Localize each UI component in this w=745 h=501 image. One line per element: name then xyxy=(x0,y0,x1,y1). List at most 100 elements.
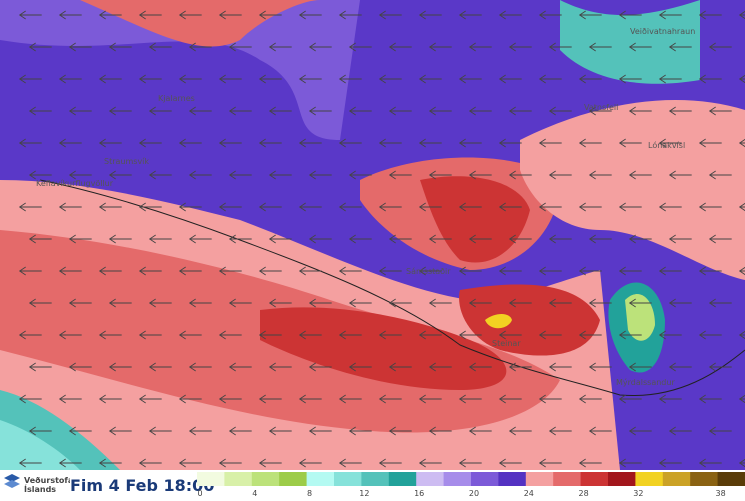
wind-arrow xyxy=(668,362,692,372)
wind-arrow xyxy=(178,394,202,404)
wind-arrow xyxy=(338,266,362,276)
wind-arrow xyxy=(498,458,522,468)
wind-area xyxy=(260,307,507,390)
wind-arrow xyxy=(588,106,612,116)
wind-arrow xyxy=(468,106,492,116)
wind-arrow xyxy=(188,234,212,244)
wind-arrow xyxy=(428,42,452,52)
wind-arrow xyxy=(18,202,42,212)
wind-arrow xyxy=(498,394,522,404)
wind-arrow xyxy=(218,10,242,20)
wind-arrow xyxy=(378,330,402,340)
legend-tick-label: 0 xyxy=(197,489,202,498)
wind-arrow xyxy=(98,394,122,404)
wind-arrow xyxy=(708,170,732,180)
wind-arrow xyxy=(458,458,482,468)
legend-swatch xyxy=(553,472,582,486)
wind-arrow xyxy=(28,234,52,244)
wind-arrow xyxy=(68,106,92,116)
wind-arrow xyxy=(658,266,682,276)
place-label: Keflavíkurflugvöllur xyxy=(36,179,114,188)
wind-arrow xyxy=(58,330,82,340)
legend-tick-label: 24 xyxy=(524,489,534,498)
wind-arrow xyxy=(348,42,372,52)
wind-arrow xyxy=(18,458,42,468)
wind-arrow xyxy=(228,106,252,116)
logo-text: Veðurstofa xyxy=(24,476,70,485)
wind-arrow xyxy=(498,266,522,276)
wind-arrow xyxy=(298,202,322,212)
wind-arrow xyxy=(708,106,732,116)
wind-arrow xyxy=(538,138,562,148)
wind-arrow xyxy=(348,170,372,180)
wind-arrow xyxy=(188,362,212,372)
wind-arrow xyxy=(98,330,122,340)
wind-arrow xyxy=(418,10,442,20)
wind-arrow xyxy=(98,202,122,212)
wind-arrow xyxy=(418,266,442,276)
wind-arrow xyxy=(738,202,745,212)
wind-arrow xyxy=(58,10,82,20)
wind-arrow xyxy=(388,362,412,372)
wind-arrow xyxy=(218,138,242,148)
wind-arrow xyxy=(698,10,722,20)
legend-swatch xyxy=(443,472,472,486)
wind-arrow xyxy=(548,426,572,436)
wind-arrow xyxy=(108,106,132,116)
wind-arrow xyxy=(458,202,482,212)
wind-arrow xyxy=(148,42,172,52)
wind-arrow xyxy=(588,298,612,308)
wind-arrow xyxy=(308,362,332,372)
wind-arrow xyxy=(148,170,172,180)
wind-arrow xyxy=(668,234,692,244)
legend-swatch xyxy=(224,472,253,486)
legend-swatch xyxy=(690,472,719,486)
wind-arrow xyxy=(338,330,362,340)
wind-arrow xyxy=(258,138,282,148)
wind-arrow xyxy=(228,426,252,436)
wind-arrow xyxy=(138,10,162,20)
wind-arrow xyxy=(588,234,612,244)
legend-swatch xyxy=(251,472,280,486)
wind-arrow xyxy=(578,74,602,84)
wind-arrow xyxy=(668,426,692,436)
wind-arrow xyxy=(588,170,612,180)
wind-arrow xyxy=(618,330,642,340)
wind-arrow xyxy=(338,74,362,84)
wind-arrow xyxy=(218,458,242,468)
wind-arrow xyxy=(508,426,532,436)
legend-tick-label: 28 xyxy=(579,489,589,498)
wind-arrow xyxy=(98,74,122,84)
wind-arrow xyxy=(148,426,172,436)
wind-arrow xyxy=(468,298,492,308)
wind-arrow xyxy=(258,458,282,468)
legend-swatch xyxy=(717,472,745,486)
wind-arrow xyxy=(258,202,282,212)
wind-arrow xyxy=(68,234,92,244)
wind-arrow xyxy=(628,298,652,308)
wind-arrow xyxy=(108,234,132,244)
legend-swatch xyxy=(361,472,390,486)
wind-arrow xyxy=(58,74,82,84)
wind-arrow xyxy=(548,170,572,180)
wind-arrow xyxy=(188,42,212,52)
wind-arrow xyxy=(218,330,242,340)
wind-arrow xyxy=(698,202,722,212)
wind-arrow xyxy=(258,394,282,404)
wind-arrow xyxy=(178,202,202,212)
legend-tick-label: 12 xyxy=(359,489,369,498)
wind-arrow xyxy=(148,362,172,372)
wind-arrow xyxy=(618,394,642,404)
wind-arrow xyxy=(28,106,52,116)
wind-arrow xyxy=(348,234,372,244)
wind-arrow xyxy=(298,138,322,148)
wind-arrow xyxy=(578,10,602,20)
wind-arrow xyxy=(738,138,745,148)
wind-arrow xyxy=(508,234,532,244)
wind-arrow xyxy=(18,394,42,404)
wind-arrow xyxy=(18,330,42,340)
wind-arrow xyxy=(698,394,722,404)
wind-arrow xyxy=(178,10,202,20)
wind-arrow xyxy=(298,458,322,468)
place-label: Vatnsfell xyxy=(584,103,618,112)
